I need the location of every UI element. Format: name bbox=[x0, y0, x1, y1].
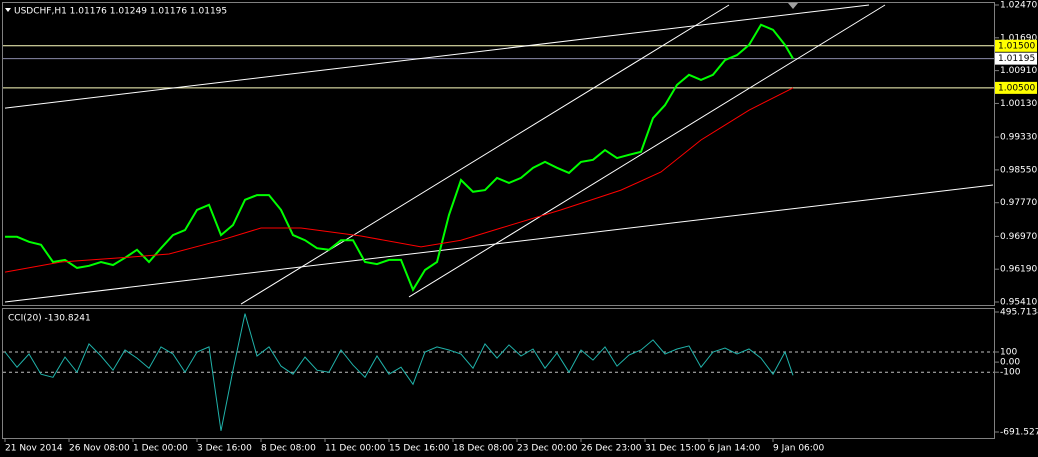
x-tick-label: 1 Dec 00:00 bbox=[133, 444, 188, 454]
y-tick-label: 100 bbox=[1000, 347, 1017, 357]
series-line bbox=[4, 313, 794, 431]
shift-marker bbox=[788, 3, 798, 9]
trendline bbox=[408, 4, 886, 298]
menu-arrow bbox=[5, 8, 11, 12]
y-tick-label: 0.99330 bbox=[1000, 133, 1037, 143]
x-tick-label: 23 Dec 00:00 bbox=[517, 444, 578, 454]
trendline bbox=[4, 4, 870, 109]
level-box bbox=[995, 52, 1037, 65]
y-tick-label: 1.00130 bbox=[1000, 99, 1037, 109]
series-line bbox=[5, 23, 794, 293]
y-tick-label: 0.96970 bbox=[1000, 232, 1037, 242]
y-tick-label: -691.5273 bbox=[1000, 428, 1038, 438]
trendline bbox=[240, 4, 730, 305]
series-line bbox=[4, 87, 794, 273]
y-tick-label: 0.98550 bbox=[1000, 165, 1037, 175]
level-label: 1.01195 bbox=[998, 54, 1035, 64]
x-tick-label: 18 Dec 08:00 bbox=[453, 444, 514, 454]
y-tick-label: 1.01690 bbox=[1000, 33, 1037, 43]
y-tick-label: 0.95410 bbox=[1000, 298, 1037, 308]
x-tick-label: 15 Dec 16:00 bbox=[389, 444, 450, 454]
level-label: 1.01500 bbox=[998, 41, 1035, 51]
price-panel bbox=[2, 2, 995, 306]
y-tick-label: 1.00910 bbox=[1000, 66, 1037, 76]
plot-area bbox=[3, 313, 994, 431]
y-tick-label: 495.7134 bbox=[1000, 308, 1038, 318]
level-box bbox=[995, 81, 1037, 94]
plot-area bbox=[3, 4, 994, 305]
level-box bbox=[995, 39, 1037, 52]
y-tick-label: 0.00 bbox=[1000, 358, 1020, 368]
x-tick-label: 21 Nov 2014 bbox=[5, 444, 63, 454]
cci-panel bbox=[2, 308, 995, 439]
x-tick-label: 6 Jan 14:00 bbox=[709, 444, 761, 454]
trendline bbox=[4, 184, 994, 303]
price-title: USDCHF,H1 1.01176 1.01249 1.01176 1.0119… bbox=[14, 7, 227, 17]
y-tick-label: 0.96190 bbox=[1000, 265, 1037, 275]
x-tick-label: 9 Jan 06:00 bbox=[773, 444, 825, 454]
cci-title: CCI(20) -130.8241 bbox=[8, 314, 91, 324]
x-tick-label: 26 Dec 23:00 bbox=[581, 444, 642, 454]
x-tick-label: 31 Dec 15:00 bbox=[645, 444, 706, 454]
y-tick-label: 1.02470 bbox=[1000, 1, 1037, 11]
level-label: 1.00500 bbox=[998, 83, 1035, 93]
x-tick-label: 8 Dec 08:00 bbox=[261, 444, 316, 454]
x-tick-label: 26 Nov 08:00 bbox=[69, 444, 130, 454]
y-tick-label: -100 bbox=[1000, 368, 1021, 378]
x-tick-label: 11 Dec 00:00 bbox=[325, 444, 386, 454]
y-tick-label: 0.97770 bbox=[1000, 198, 1037, 208]
x-tick-label: 3 Dec 16:00 bbox=[197, 444, 252, 454]
